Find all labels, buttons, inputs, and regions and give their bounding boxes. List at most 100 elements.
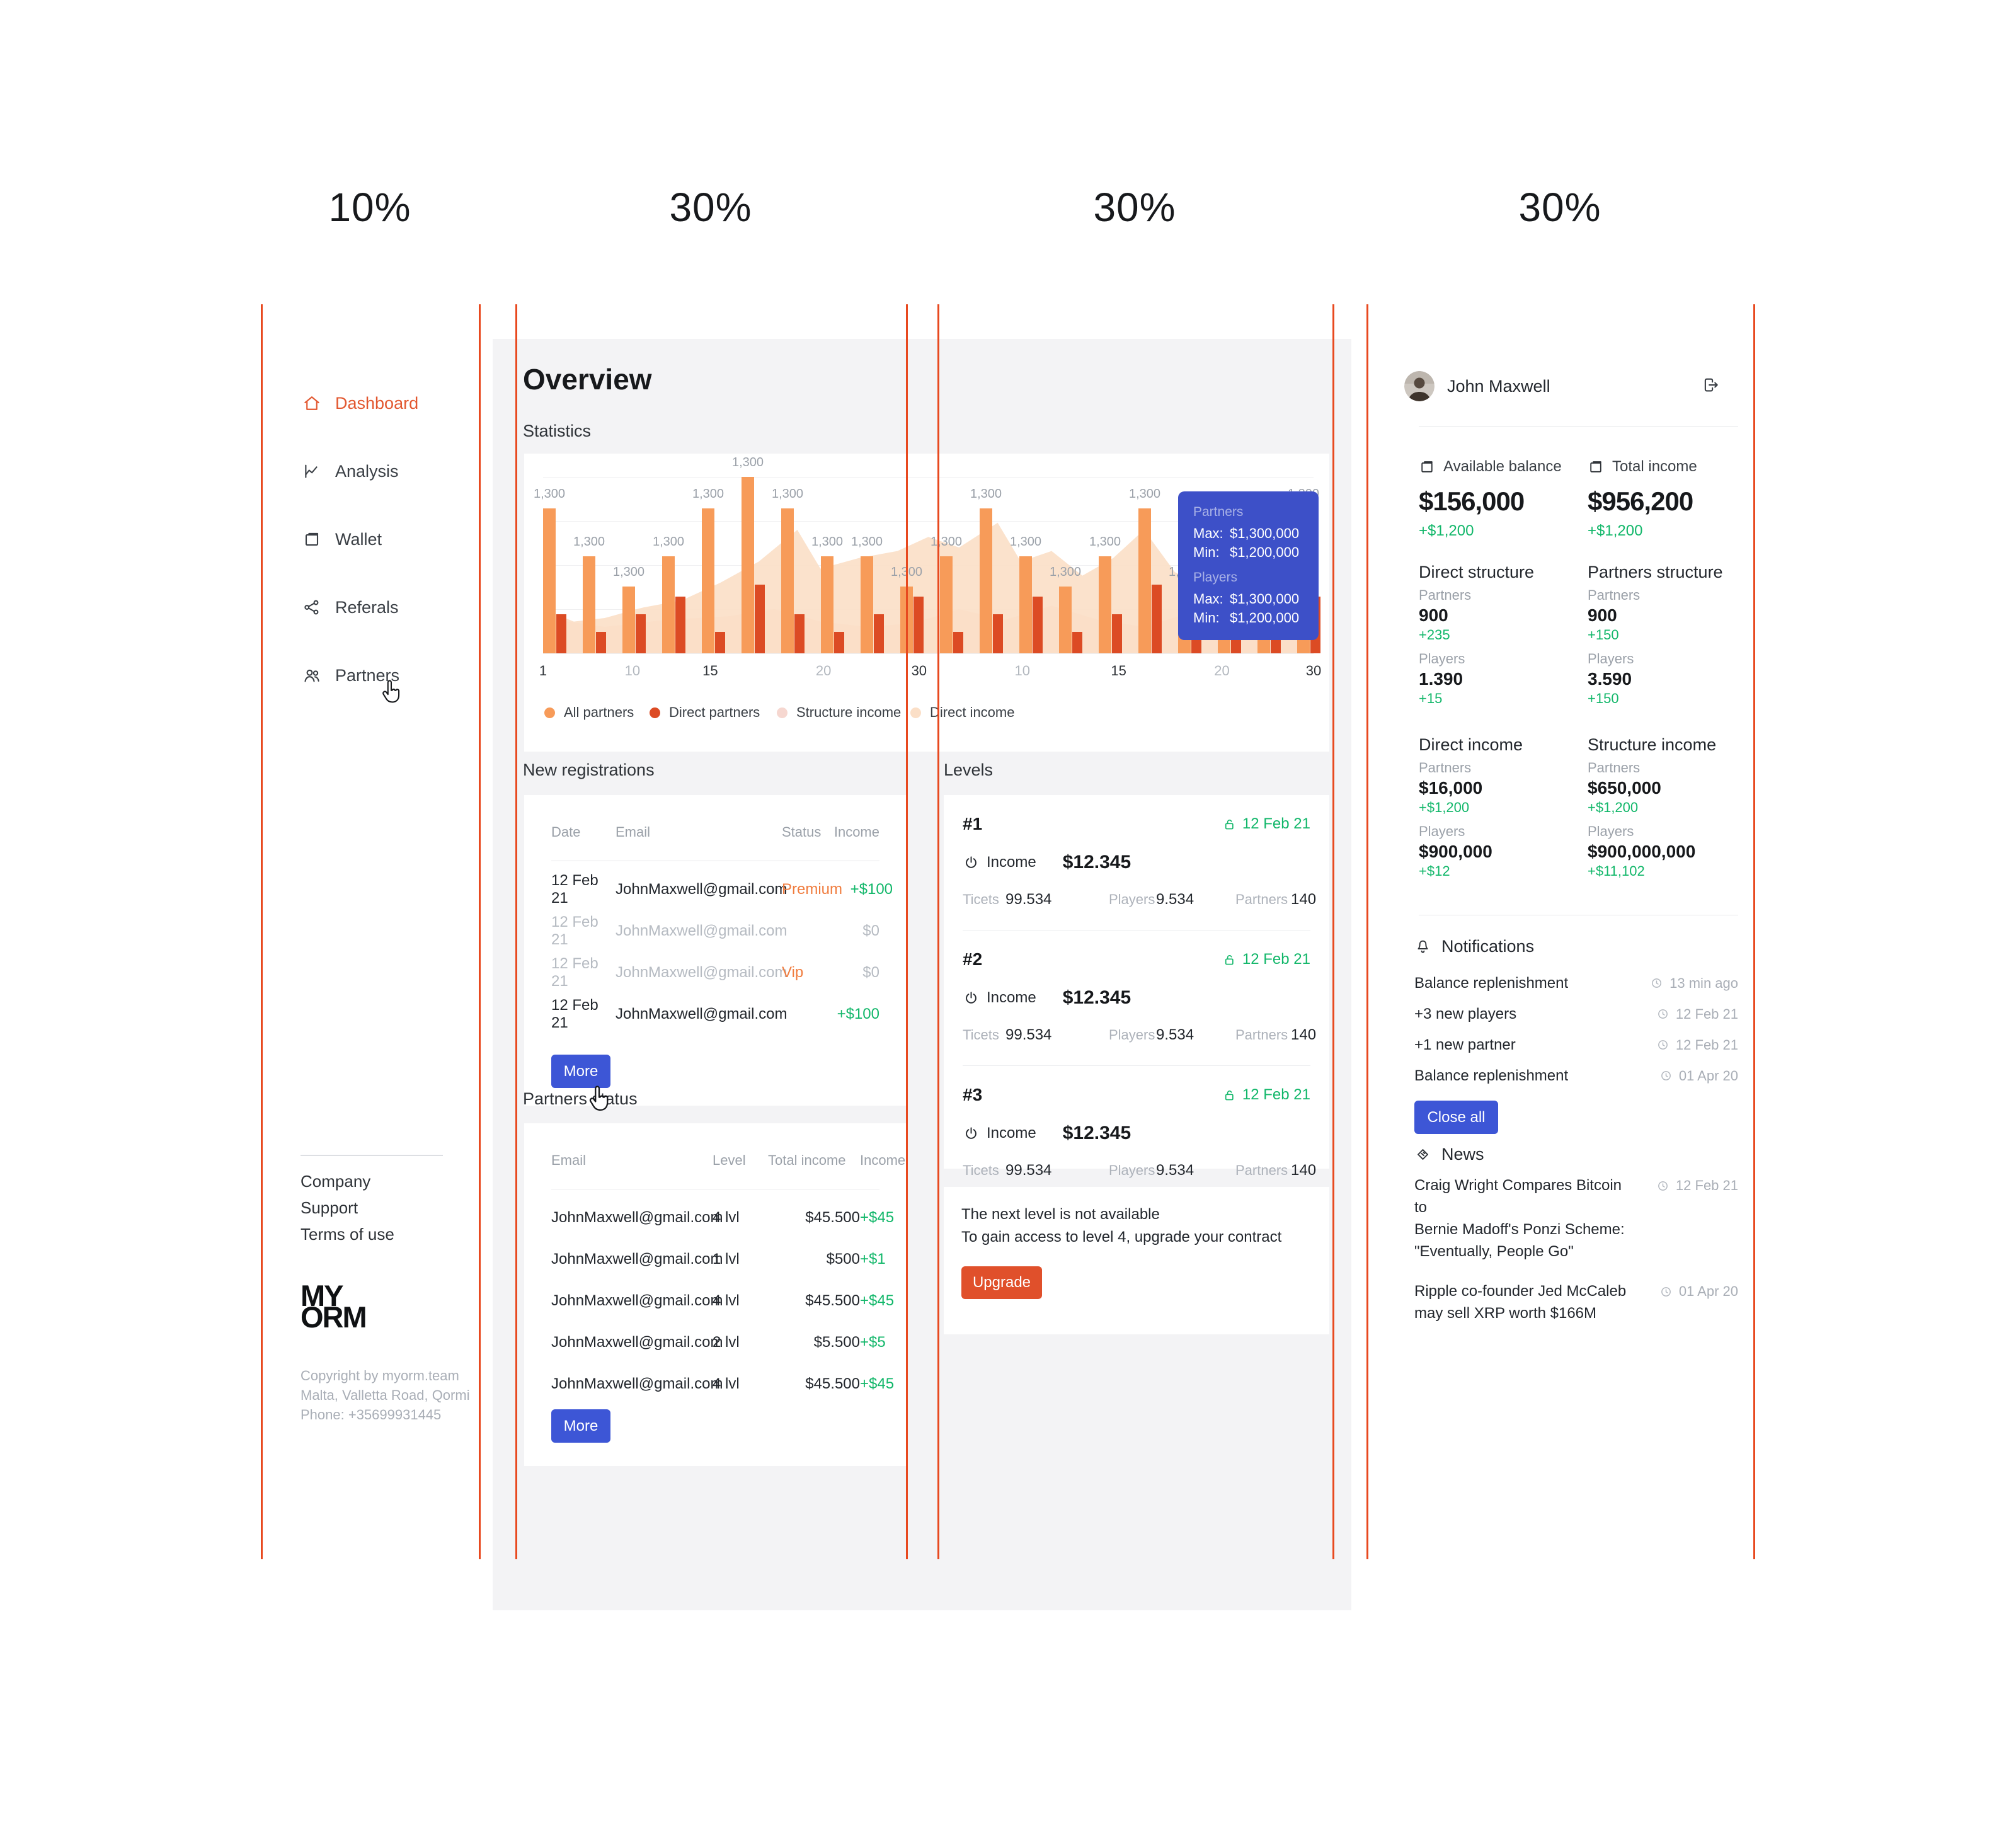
bar-value-label: 1,300: [970, 487, 1002, 501]
level-stat-label: Ticets: [963, 891, 999, 907]
clock-icon: [1658, 1009, 1668, 1019]
sidebar-divider: [301, 1155, 443, 1156]
level-unlock-date[interactable]: 12 Feb 21: [1222, 1086, 1310, 1104]
column-header: Email: [616, 824, 651, 840]
column-guide-line: [1332, 304, 1334, 1559]
bar-all-partners: [1138, 508, 1151, 653]
column-header: Email: [551, 1152, 587, 1168]
legend-dot: [777, 707, 788, 718]
cell-income: +$5: [860, 1334, 886, 1351]
bar-all-partners: [543, 508, 556, 653]
hand-cursor-icon: [585, 1085, 614, 1114]
bar-all-partners: [702, 508, 714, 653]
notification-time-label: 12 Feb 21: [1675, 1036, 1738, 1053]
news-article-text: Ripple co-founder Jed McCaleb may sell XR…: [1414, 1280, 1626, 1324]
wallet-icon: [1421, 461, 1433, 472]
legend-label: Direct partners: [669, 704, 760, 720]
level-stats-row: Ticets 99.534 Players 9.534 Partners 140: [963, 1159, 1316, 1182]
sidebar-link-support[interactable]: Support: [301, 1198, 358, 1217]
clock-icon: [1658, 1181, 1668, 1191]
bar-value-label: 1,300: [771, 487, 804, 501]
notification-time: 12 Feb 21: [1656, 1006, 1738, 1022]
sidebar-item-label: Referals: [335, 597, 399, 617]
cell-income: $0: [862, 922, 879, 939]
sidebar-link-company[interactable]: Company: [301, 1171, 371, 1191]
sidebar-item-dashboard[interactable]: Dashboard: [302, 388, 418, 418]
cell-level: 4 lvl: [713, 1375, 740, 1392]
table-row: 12 Feb 21 JohnMaxwell@gmail.com $0: [551, 910, 879, 952]
bar-value-label: 1,300: [652, 535, 685, 549]
notification-text: +1 new partner: [1414, 1036, 1516, 1053]
cell-email: JohnMaxwell@gmail.com: [551, 1209, 723, 1226]
chart-gridline: [543, 521, 1314, 522]
bar-value-label: 1,300: [533, 487, 566, 501]
bar-all-partners: [821, 556, 833, 653]
level-date-label: 12 Feb 21: [1242, 1086, 1310, 1103]
balance-block: Total income $956,200 +$1,200: [1588, 457, 1738, 540]
new-registrations-table: Date Email Status Income 12 Feb 21 JohnMaxwel…: [551, 818, 893, 1035]
balance-label-row: Total income: [1588, 457, 1738, 476]
stat-value: $900,000: [1419, 842, 1492, 861]
news-line: Craig Wright Compares Bitcoin to: [1414, 1177, 1622, 1216]
new-registrations-more-button[interactable]: More: [551, 1055, 610, 1088]
level-stat-value: 99.534: [1005, 1026, 1052, 1043]
stat-block-direct-structure: Direct structure Partners 900 +235 Players 1.…: [1419, 562, 1588, 707]
bar-direct-partners: [636, 614, 646, 653]
bar-direct-partners: [1112, 614, 1122, 653]
tooltip-section: Players Max: $1,300,000 Min: $1,200,000: [1193, 570, 1303, 627]
table-row: JohnMaxwell@gmail.com 4 lvl $45.500 +$45: [551, 1363, 894, 1405]
upgrade-button[interactable]: Upgrade: [961, 1266, 1042, 1299]
logout-icon[interactable]: [1701, 375, 1720, 394]
unlock-icon: [1225, 1090, 1234, 1100]
stat-label: Partners: [1588, 760, 1641, 776]
table-row: JohnMaxwell@gmail.com 1 lvl $500 +$1: [551, 1239, 886, 1280]
cell-income: +$45: [860, 1209, 895, 1226]
bar-value-label: 1,300: [1009, 535, 1042, 549]
bar-direct-partners: [794, 614, 805, 653]
sidebar-item-analysis[interactable]: Analysis: [302, 456, 399, 486]
level-stat-value: 99.534: [1005, 1162, 1052, 1179]
stat-value: $650,000: [1588, 778, 1661, 798]
tooltip-value: $1,300,000: [1230, 525, 1300, 541]
hand-cursor-icon: [382, 680, 400, 703]
level-stat: Ticets 99.534: [963, 1026, 1109, 1044]
notification-time-label: 12 Feb 21: [1675, 1005, 1738, 1022]
level-stat-label: Partners: [1235, 1027, 1288, 1043]
level-unlock-date[interactable]: 12 Feb 21: [1222, 815, 1310, 833]
level-income-label: Income: [987, 989, 1036, 1006]
level-rank: #3: [963, 1085, 983, 1104]
stat-delta: +$1,200: [1588, 799, 1639, 815]
notification-time-label: 13 min ago: [1670, 975, 1738, 991]
level-unlock-date[interactable]: 12 Feb 21: [1222, 951, 1310, 968]
cell-date: 12 Feb 21: [551, 913, 598, 948]
news-article: Craig Wright Compares Bitcoin to Bernie M…: [1414, 1174, 1738, 1263]
avatar: [1404, 371, 1435, 401]
sidebar-item-label: Dashboard: [335, 393, 419, 413]
stat-block-title: Structure income: [1588, 735, 1717, 754]
level-stat-label: Ticets: [963, 1162, 999, 1178]
level-divider: [963, 1065, 1310, 1066]
partners-status-more-button[interactable]: More: [551, 1409, 610, 1443]
stat-value: 3.590: [1588, 669, 1632, 689]
level-stat-value: 140: [1291, 891, 1317, 908]
sidebar-item-referals[interactable]: Referals: [302, 592, 399, 622]
close-all-button[interactable]: Close all: [1414, 1101, 1498, 1134]
cell-email: JohnMaxwell@gmail.com: [551, 1292, 723, 1309]
level-stat-value: 99.534: [1005, 891, 1052, 908]
levels-card: #1 12 Feb 21 Income $12.345 Ticets 99.534 Play…: [944, 795, 1329, 1179]
level-stat-value: 9.534: [1156, 1162, 1194, 1179]
bar-all-partners: [583, 556, 595, 653]
sidebar-item-wallet[interactable]: Wallet: [302, 524, 382, 554]
new-registrations-card: Date Email Status Income 12 Feb 21 JohnMaxwel…: [524, 795, 907, 1106]
stat-block-structure-income: Structure income Partners $650,000 +$1,200 P…: [1588, 735, 1738, 879]
level-stat-value: 140: [1291, 1026, 1317, 1043]
partners-status-section-label: Partners status: [523, 1089, 638, 1108]
x-tick: 15: [1111, 663, 1126, 679]
bar-direct-partners: [834, 632, 844, 653]
page-title: Overview: [523, 363, 652, 396]
table-row: 12 Feb 21 JohnMaxwell@gmail.com +$100: [551, 994, 879, 1035]
news-article: Ripple co-founder Jed McCaleb may sell XR…: [1414, 1280, 1738, 1324]
notification-time: 12 Feb 21: [1656, 1037, 1738, 1053]
notification-row: Balance replenishment 01 Apr 20: [1414, 1060, 1738, 1091]
sidebar-link-terms-of-use[interactable]: Terms of use: [301, 1224, 394, 1244]
